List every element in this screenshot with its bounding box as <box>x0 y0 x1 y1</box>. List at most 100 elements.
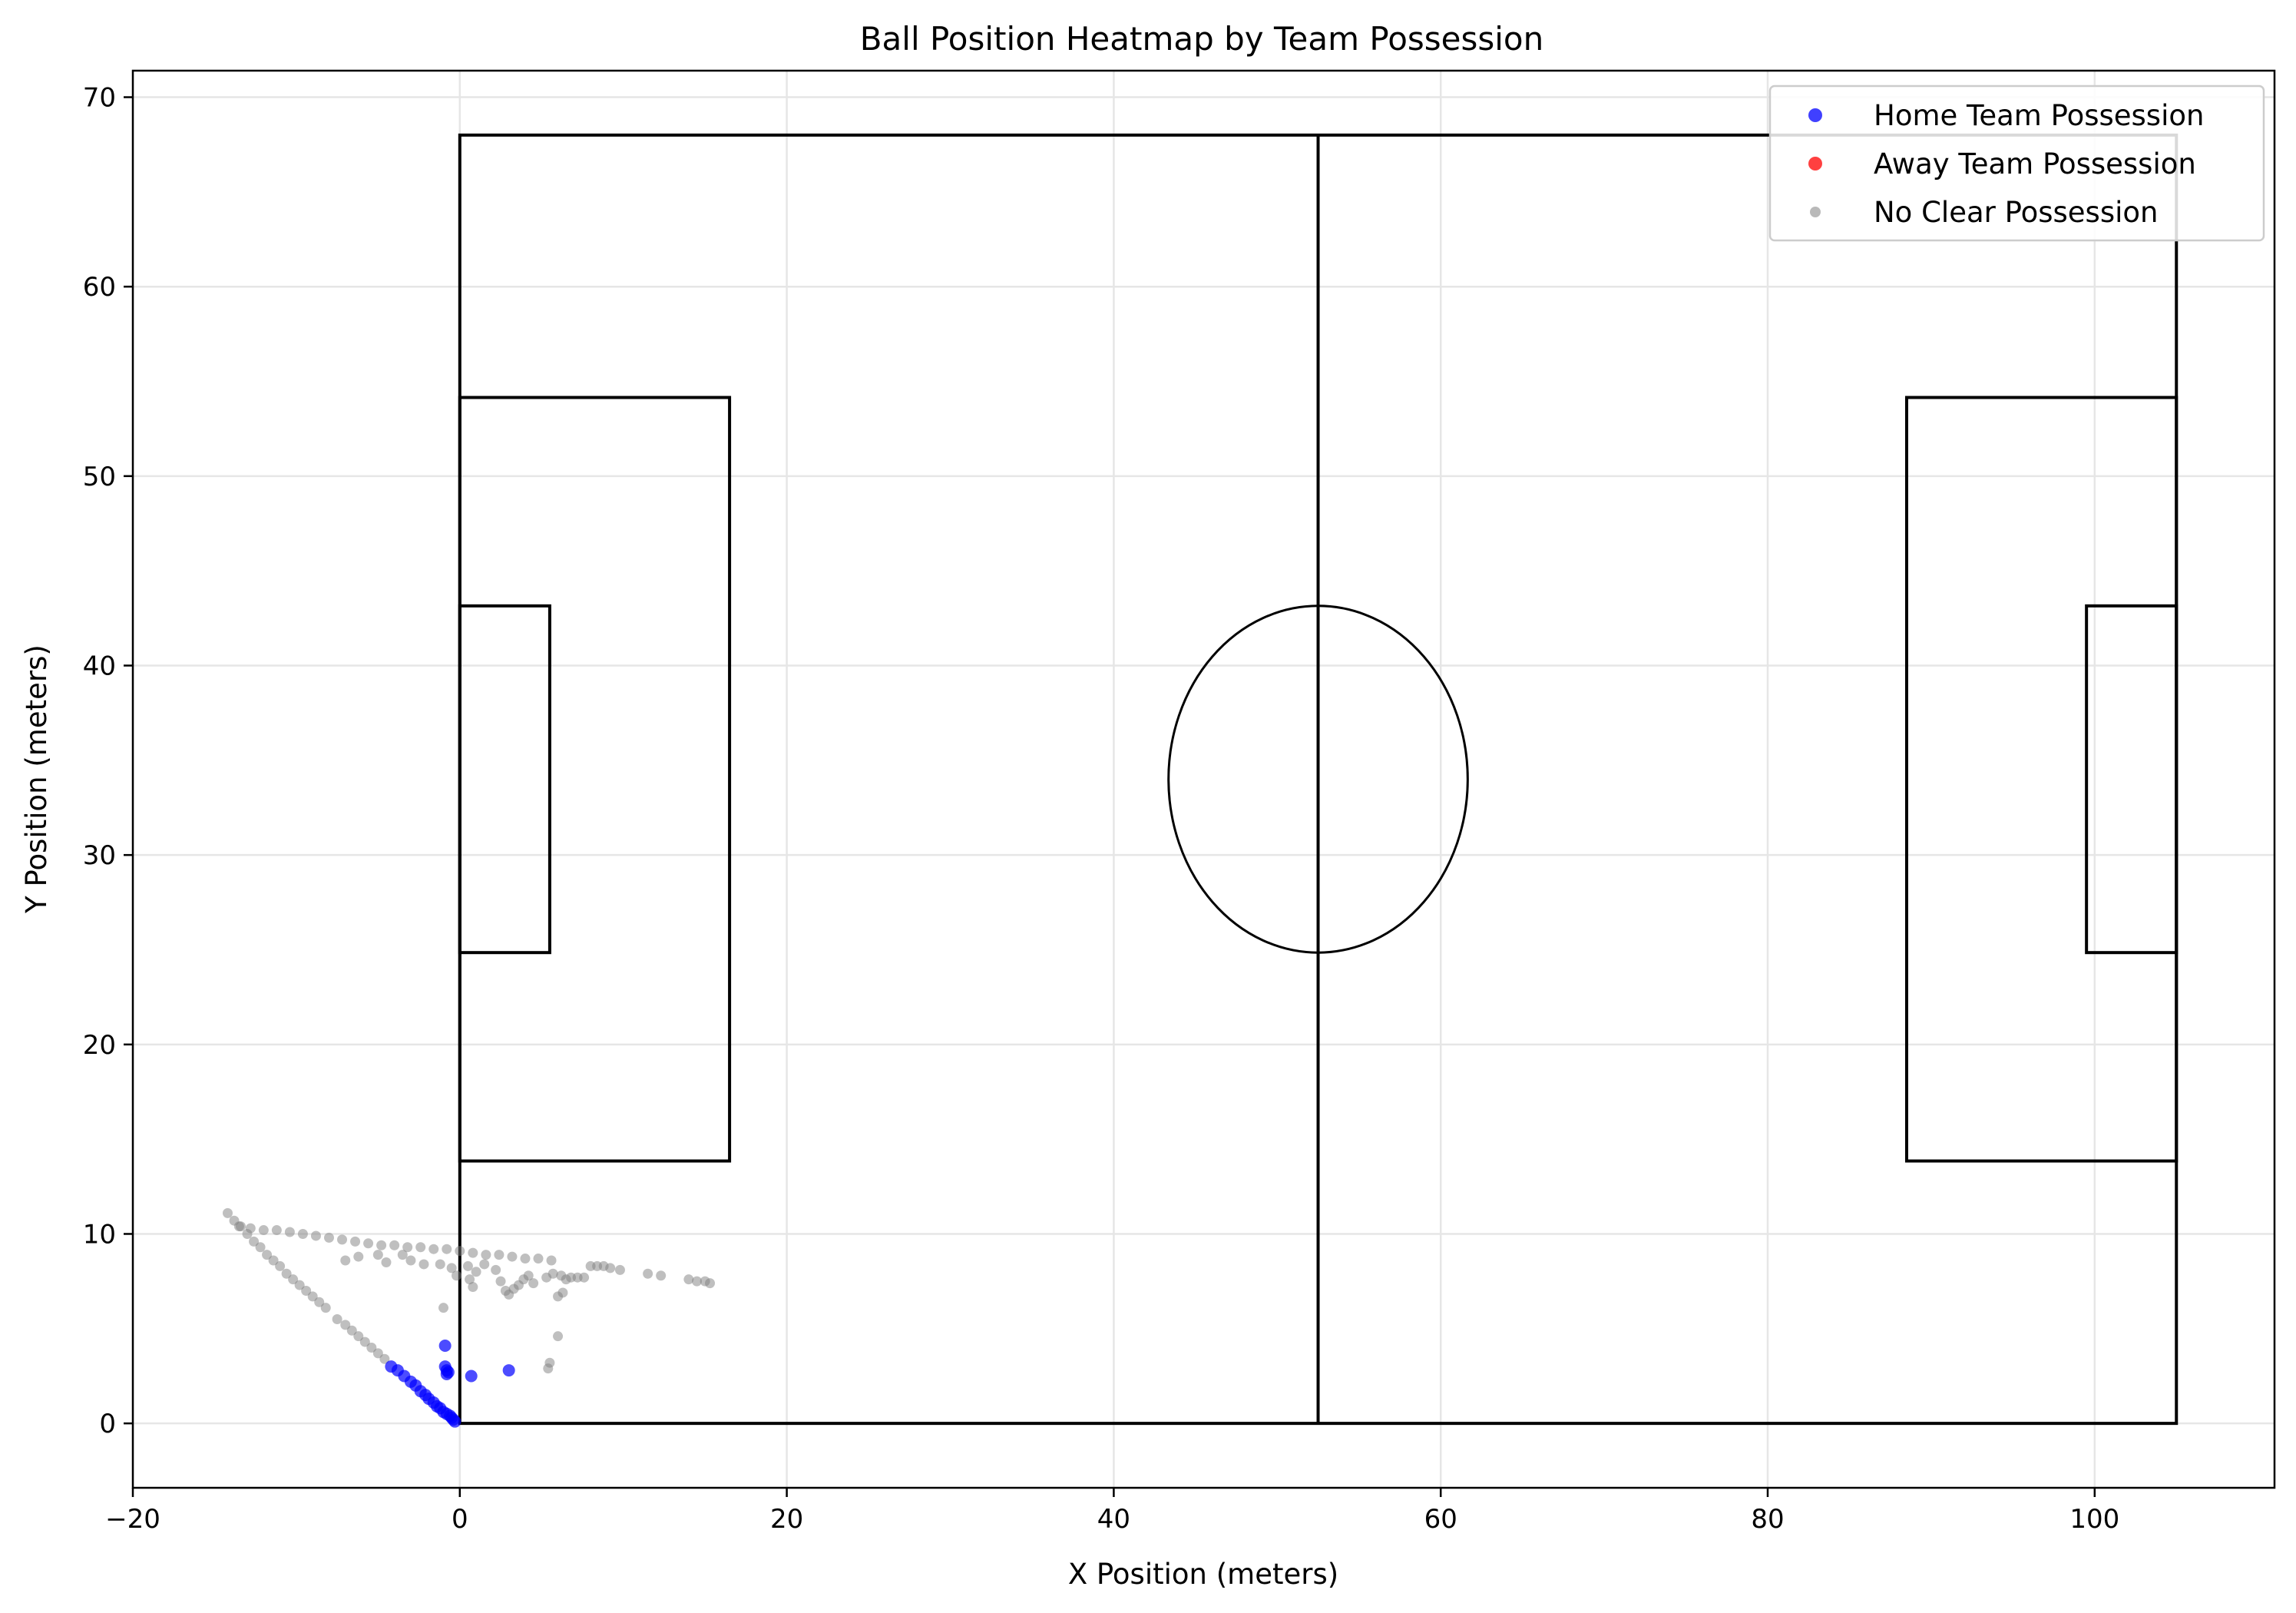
no-clear-possession-point <box>233 1221 244 1232</box>
no-clear-possession-point <box>245 1223 256 1234</box>
no-clear-possession-point <box>546 1255 557 1266</box>
x-tick-label: 40 <box>1097 1504 1130 1535</box>
no-clear-possession-point <box>435 1259 445 1270</box>
no-clear-possession-point <box>614 1264 625 1275</box>
legend-label: Home Team Possession <box>1874 99 2204 132</box>
home-team-possession-point <box>465 1370 478 1383</box>
y-axis-label: Y Position (meters) <box>20 644 53 914</box>
no-clear-possession-point <box>258 1225 269 1236</box>
no-clear-possession-point <box>372 1250 383 1260</box>
x-tick-label: −20 <box>105 1504 160 1535</box>
home-team-possession-point <box>502 1364 515 1377</box>
no-clear-possession-point <box>495 1276 506 1287</box>
no-clear-possession-point <box>494 1250 505 1260</box>
no-clear-possession-point <box>438 1303 449 1313</box>
no-clear-possession-point <box>415 1242 426 1253</box>
no-clear-possession-point <box>455 1246 465 1257</box>
no-clear-possession-point <box>548 1268 558 1279</box>
no-clear-possession-point <box>397 1250 408 1260</box>
y-tick-label: 0 <box>99 1409 116 1439</box>
no-clear-possession-point <box>656 1270 667 1281</box>
pitch-markings <box>458 133 2179 1426</box>
no-clear-possession-point <box>442 1244 452 1254</box>
no-clear-possession-point <box>366 1342 377 1353</box>
no-clear-possession-point <box>507 1251 518 1262</box>
grid <box>131 71 2274 1488</box>
no-clear-possession-point <box>353 1331 364 1342</box>
no-clear-possession-point <box>294 1280 305 1290</box>
no-clear-possession-point <box>468 1247 478 1258</box>
right-goal-area <box>2085 604 2179 955</box>
no-clear-possession-point <box>446 1263 457 1274</box>
y-tick-label: 50 <box>83 462 116 492</box>
no-clear-possession-point <box>323 1232 334 1243</box>
no-clear-possession-point <box>543 1363 554 1374</box>
no-clear-possession-point <box>275 1260 286 1271</box>
no-clear-possession-point <box>419 1259 429 1270</box>
no-clear-possession-point <box>683 1274 694 1285</box>
chart-title: Ball Position Heatmap by Team Possession <box>860 20 1544 58</box>
home-team-possession-point <box>442 1366 455 1379</box>
legend-marker <box>1808 108 1822 122</box>
no-clear-possession-point <box>320 1303 331 1313</box>
home-team-possession-point <box>438 1340 452 1353</box>
x-tick-label: 80 <box>1751 1504 1784 1535</box>
no-clear-possession-point <box>557 1287 568 1298</box>
x-tick-label: 0 <box>452 1504 468 1535</box>
x-tick-label: 20 <box>770 1504 803 1535</box>
legend-box <box>1768 84 2265 242</box>
no-clear-possession-point <box>491 1264 501 1275</box>
no-clear-possession-point <box>520 1254 531 1264</box>
no-clear-possession-point <box>363 1238 374 1249</box>
y-tick-label: 40 <box>83 651 116 682</box>
no-clear-possession-point <box>310 1230 321 1241</box>
no-clear-possession-point <box>553 1331 564 1342</box>
home-team-possession-point <box>448 1415 462 1428</box>
left-goal-area <box>458 604 551 955</box>
no-clear-possession-point <box>288 1274 299 1285</box>
no-clear-possession-point <box>643 1268 653 1279</box>
no-clear-possession-point <box>284 1227 295 1237</box>
no-clear-possession-point <box>376 1240 387 1250</box>
no-clear-possession-point <box>359 1336 370 1347</box>
legend: Home Team Possession Away Team Possession… <box>1768 84 2265 242</box>
no-clear-possession-point <box>471 1267 481 1277</box>
no-clear-possession-point <box>281 1268 292 1279</box>
no-clear-possession-point <box>340 1320 351 1330</box>
no-clear-possession-point <box>523 1270 534 1281</box>
no-clear-possession-point <box>428 1244 439 1254</box>
no-clear-possession-point <box>605 1263 616 1274</box>
axis-ticks: −20 0 20 40 60 80 100 0 10 20 30 40 50 60 70 <box>83 83 2120 1535</box>
x-tick-label: 100 <box>2069 1504 2119 1535</box>
no-clear-possession-point <box>479 1259 490 1270</box>
no-clear-possession-point <box>271 1225 282 1236</box>
no-clear-possession-point <box>372 1348 383 1359</box>
no-clear-possession-point <box>405 1255 416 1266</box>
y-tick-label: 10 <box>83 1219 116 1250</box>
no-clear-possession-point <box>533 1254 544 1264</box>
no-clear-possession-point <box>468 1282 478 1293</box>
no-clear-possession-point <box>481 1250 491 1260</box>
legend-label: No Clear Possession <box>1874 196 2158 229</box>
no-clear-possession-point <box>301 1285 312 1296</box>
x-tick-label: 60 <box>1424 1504 1457 1535</box>
y-tick-label: 30 <box>83 840 116 871</box>
no-clear-possession-point <box>452 1270 462 1281</box>
legend-marker <box>1808 157 1822 171</box>
no-clear-possession-point <box>340 1255 351 1266</box>
plot-frame <box>131 69 2276 1489</box>
no-clear-possession-point <box>314 1297 325 1307</box>
no-clear-possession-point <box>346 1325 357 1336</box>
no-clear-possession-point <box>705 1278 716 1289</box>
no-clear-possession-point <box>528 1278 539 1289</box>
legend-label: Away Team Possession <box>1874 147 2196 181</box>
no-clear-possession-point <box>222 1207 233 1218</box>
no-clear-possession-point <box>465 1274 475 1285</box>
no-clear-possession-point <box>381 1257 392 1267</box>
no-clear-possession-point <box>350 1236 361 1247</box>
no-clear-possession-point <box>353 1251 364 1262</box>
data-points <box>222 1207 716 1428</box>
no-clear-possession-point <box>379 1353 390 1364</box>
